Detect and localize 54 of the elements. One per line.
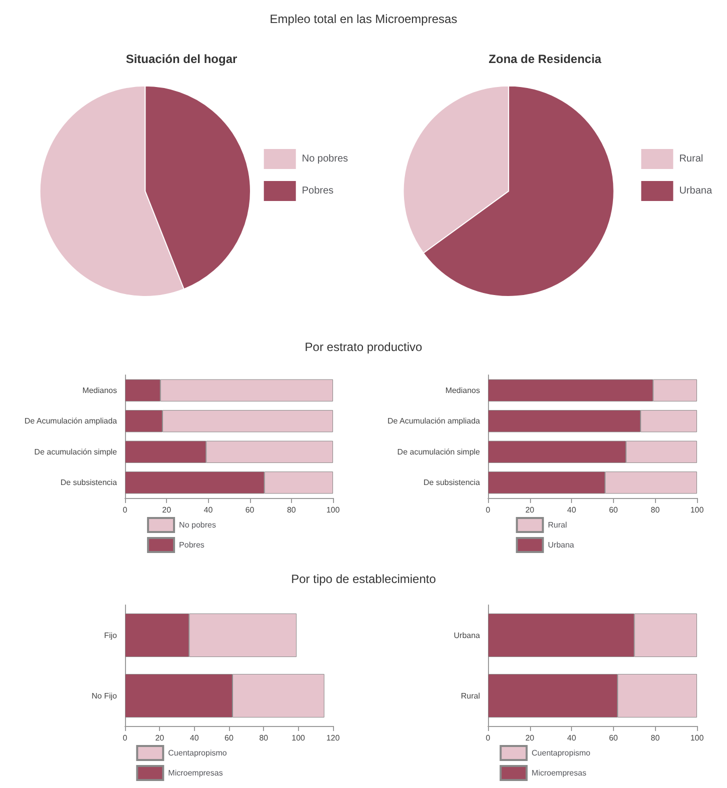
x-tick-label: 100: [326, 506, 340, 514]
x-tick-label: 40: [204, 506, 214, 514]
x-tick-label: 80: [650, 734, 660, 742]
text: Empleo total en las Microempresas: [268, 12, 458, 26]
x-tick-label: 120: [326, 734, 340, 742]
x-tick-label: 60: [608, 506, 618, 514]
y-tick-label: De Acumulación ampliada: [388, 416, 481, 426]
y-tick-label: De subsistencia: [60, 478, 118, 488]
legend-label: Urbana: [548, 540, 575, 550]
x-tick-label: 80: [650, 506, 660, 514]
legend-label: Cuentapropismo: [168, 748, 228, 758]
x-tick-label: 0: [486, 734, 491, 742]
y-tick-label: No Fijo: [92, 691, 118, 700]
text: Por tipo de establecimiento: [290, 572, 437, 586]
x-tick-label: 60: [608, 734, 618, 742]
legend-label: Pobres: [179, 540, 204, 550]
x-tick-label: 40: [190, 734, 200, 742]
legend-label: Pobres: [302, 186, 334, 196]
x-tick-label: 20: [525, 506, 535, 514]
chart-title: Situación del hogar: [126, 52, 238, 66]
x-tick-label: 0: [486, 506, 491, 514]
x-tick-label: 100: [292, 734, 306, 742]
y-tick-label: De subsistencia: [424, 478, 481, 488]
y-tick-label: Fijo: [104, 630, 118, 640]
y-tick-label: De Acumulación ampliada: [24, 416, 118, 426]
x-tick-label: 40: [567, 506, 577, 514]
legend-label: Cuentapropismo: [532, 748, 591, 758]
x-tick-label: 0: [122, 506, 128, 514]
legend-label: No pobres: [179, 520, 216, 530]
y-tick-label: De acumulación simple: [34, 447, 118, 456]
x-tick-label: 100: [690, 734, 704, 742]
x-tick-label: 60: [245, 506, 255, 514]
x-tick-label: 60: [224, 734, 234, 742]
x-tick-label: 80: [259, 734, 269, 742]
x-tick-label: 80: [286, 506, 296, 514]
legend-label: Rural: [679, 154, 704, 164]
y-tick-label: Urbana: [454, 630, 481, 640]
legend-label: No pobres: [302, 154, 348, 164]
x-tick-label: 0: [122, 734, 128, 742]
y-tick-label: Medianos: [445, 386, 480, 395]
x-tick-label: 40: [567, 734, 577, 742]
y-tick-label: De acumulación simple: [397, 447, 481, 456]
chart-title: Zona de Residencia: [488, 52, 602, 66]
x-tick-label: 20: [525, 734, 535, 742]
y-tick-label: Rural: [460, 691, 480, 700]
text: Por estrato productivo: [304, 340, 424, 354]
y-tick-label: Medianos: [82, 386, 117, 395]
x-tick-label: 100: [690, 506, 704, 514]
legend-label: Microempresas: [168, 768, 223, 778]
legend-label: Urbana: [679, 186, 712, 196]
x-tick-label: 20: [155, 734, 165, 742]
legend-label: Microempresas: [532, 768, 586, 778]
legend-label: Rural: [548, 520, 568, 530]
x-tick-label: 20: [162, 506, 172, 514]
